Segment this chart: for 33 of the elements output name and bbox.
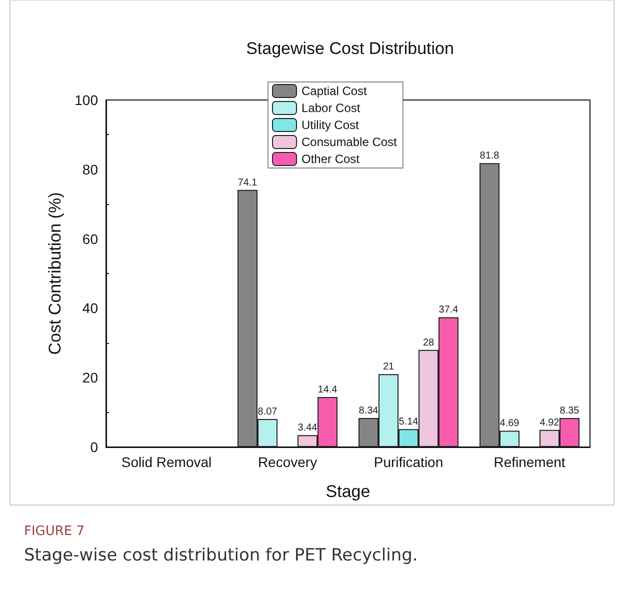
y-tick-label: 60 bbox=[82, 230, 98, 247]
data-label: 28 bbox=[422, 337, 434, 348]
data-label: 21 bbox=[382, 362, 394, 373]
data-label: 8.34 bbox=[358, 406, 379, 417]
x-tick-label: Solid Removal bbox=[121, 454, 212, 470]
data-label: 74.1 bbox=[238, 177, 258, 188]
data-label: 8.35 bbox=[560, 406, 580, 417]
y-tick-label: 100 bbox=[74, 92, 98, 108]
y-tick-label: 20 bbox=[82, 370, 98, 386]
legend-label: Utility Cost bbox=[302, 118, 360, 132]
legend-label: Consumable Cost bbox=[302, 135, 398, 149]
data-label: 4.69 bbox=[500, 418, 520, 430]
x-tick-label: Recovery bbox=[258, 454, 318, 470]
data-label: 8.07 bbox=[258, 406, 278, 418]
data-label: 3.44 bbox=[298, 422, 318, 434]
y-axis-title: Cost Contribution (%) bbox=[46, 192, 65, 355]
text: Stage-wise cost distribution for PET Recycling. bbox=[24, 546, 418, 566]
y-tick-label: 40 bbox=[82, 300, 98, 316]
data-label: 5.14 bbox=[398, 416, 419, 428]
caption: FIGURE 7 bbox=[24, 524, 85, 539]
x-tick-label: Refinement bbox=[494, 454, 566, 470]
x-axis-title: Stage bbox=[326, 482, 370, 501]
x-tick-label: Purification bbox=[374, 454, 444, 470]
data-label: 14.4 bbox=[318, 384, 338, 396]
legend-label: Labor Cost bbox=[302, 101, 361, 115]
data-label: 4.92 bbox=[540, 417, 560, 428]
legend-label: Captial Cost bbox=[302, 84, 368, 98]
chart-title: Stagewise Cost Distribution bbox=[246, 39, 454, 58]
data-label: 37.4 bbox=[438, 304, 459, 316]
data-label: 81.8 bbox=[480, 150, 500, 162]
legend-label: Other Cost bbox=[302, 152, 360, 166]
y-tick-label: 0 bbox=[90, 439, 98, 455]
y-tick-label: 80 bbox=[82, 161, 98, 178]
